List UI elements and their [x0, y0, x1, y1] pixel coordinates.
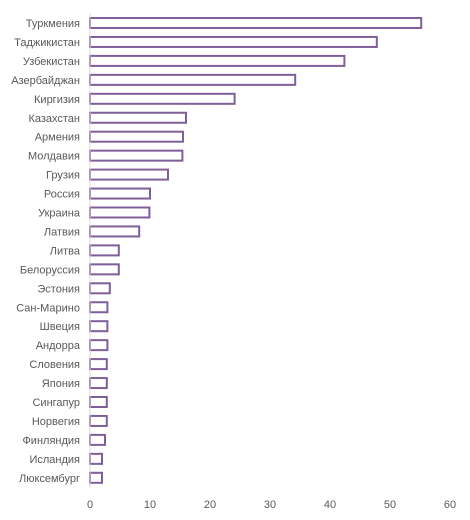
bar [89, 282, 111, 295]
category-label: Финляндия [22, 435, 80, 447]
bar [89, 396, 108, 408]
category-label: Эстония [37, 283, 80, 295]
x-tick-label: 40 [324, 499, 336, 511]
category-labels: Туркмения Таджикистан Узбекистан Азербайджа… [11, 18, 81, 485]
x-tick-label: 30 [264, 499, 276, 511]
bar [89, 130, 184, 143]
bar [89, 225, 141, 238]
bar [89, 92, 236, 105]
x-tick-label: 60 [444, 499, 456, 511]
bar [89, 73, 297, 86]
bar [89, 301, 109, 314]
bar [89, 452, 103, 465]
category-label: Латвия [44, 226, 80, 238]
category-label: Норвегия [32, 416, 80, 428]
bar [89, 263, 120, 276]
category-label: Литва [50, 245, 81, 257]
category-label: Россия [44, 189, 80, 201]
category-label: Швеция [40, 321, 80, 333]
bar [89, 414, 108, 427]
category-label: Туркмения [26, 18, 80, 30]
category-label: Таджикистан [14, 37, 80, 49]
category-label: Сингапур [32, 397, 80, 409]
bar [89, 358, 108, 371]
category-label: Киргизия [34, 94, 80, 106]
bar [89, 111, 187, 124]
category-label: Молдавия [28, 151, 80, 163]
bar [89, 168, 169, 181]
bar [89, 206, 151, 219]
category-label: Люксембург [19, 473, 80, 485]
category-label: Япония [42, 378, 80, 390]
category-label: Андорра [36, 340, 81, 352]
category-label: Армения [35, 132, 80, 144]
bar [89, 433, 106, 446]
bar [89, 244, 120, 257]
x-tick-label: 20 [204, 499, 216, 511]
x-tick-label: 0 [87, 499, 93, 511]
bar [89, 339, 109, 352]
category-label: Казахстан [28, 113, 80, 125]
x-tick-label: 50 [384, 499, 396, 511]
bars [89, 17, 423, 484]
category-label: Сан-Марино [16, 302, 80, 314]
x-tick-labels: 0 10 20 30 40 50 60 [87, 499, 456, 511]
category-label: Исландия [29, 454, 80, 466]
bar [89, 187, 151, 200]
bar [89, 35, 378, 48]
bar [89, 377, 108, 390]
bar [89, 17, 423, 29]
category-label: Грузия [46, 170, 80, 182]
category-label: Азербайджан [11, 75, 80, 87]
bar [89, 471, 103, 484]
category-label: Украина [38, 208, 81, 220]
bar [89, 54, 346, 67]
category-label: Узбекистан [23, 56, 80, 68]
bar [89, 320, 109, 333]
x-tick-label: 10 [144, 499, 156, 511]
bar [89, 149, 184, 162]
category-label: Белоруссия [20, 264, 80, 276]
category-label: Словения [29, 359, 80, 371]
